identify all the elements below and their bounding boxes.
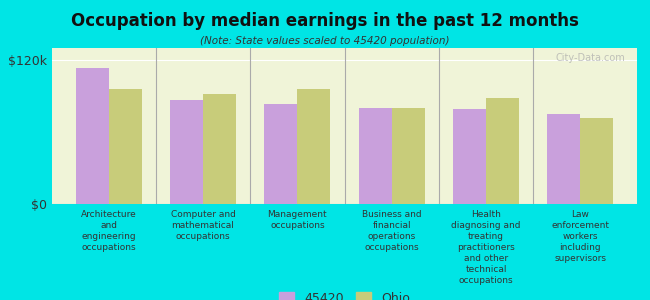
Bar	[297, 89, 330, 204]
Bar	[359, 108, 392, 204]
Legend: 45420, Ohio: 45420, Ohio	[274, 287, 415, 300]
Bar	[547, 114, 580, 204]
Text: (Note: State values scaled to 45420 population): (Note: State values scaled to 45420 popu…	[200, 36, 450, 46]
Bar	[392, 108, 424, 204]
Bar	[453, 109, 486, 204]
Bar	[109, 89, 142, 204]
Bar	[170, 100, 203, 204]
Text: City-Data.com: City-Data.com	[556, 53, 625, 63]
Text: Occupation by median earnings in the past 12 months: Occupation by median earnings in the pas…	[71, 12, 579, 30]
Bar	[203, 94, 236, 204]
Bar	[486, 98, 519, 204]
Bar	[75, 68, 109, 204]
Bar	[580, 118, 614, 204]
Bar	[265, 104, 297, 204]
